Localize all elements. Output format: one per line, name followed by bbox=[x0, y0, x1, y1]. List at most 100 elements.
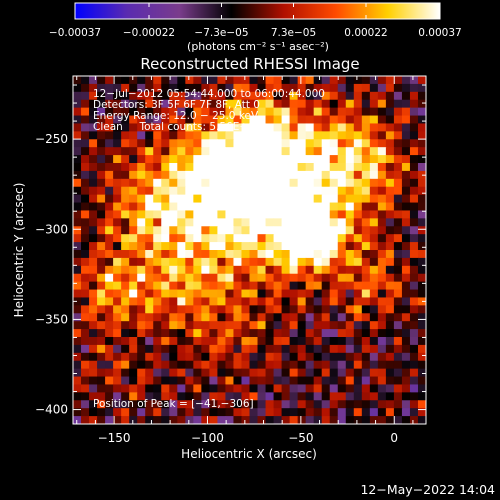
heatmap-cell bbox=[105, 416, 114, 424]
heatmap-cell bbox=[177, 194, 186, 204]
heatmap-cell bbox=[225, 99, 235, 109]
heatmap-cell bbox=[281, 99, 291, 109]
heatmap-cell bbox=[209, 337, 219, 346]
heatmap-cell bbox=[305, 384, 315, 393]
heatmap-cell bbox=[337, 337, 347, 346]
heatmap-cell bbox=[201, 384, 210, 393]
heatmap-cell bbox=[321, 250, 331, 259]
heatmap-cell bbox=[89, 250, 98, 259]
heatmap-cell bbox=[193, 107, 202, 117]
heatmap-cell bbox=[313, 313, 323, 322]
heatmap-cell bbox=[209, 99, 219, 109]
heatmap-cell bbox=[281, 376, 291, 386]
heatmap-cell bbox=[81, 99, 90, 109]
heatmap-cell bbox=[193, 321, 202, 330]
heatmap-cell bbox=[393, 321, 403, 330]
heatmap-cell bbox=[201, 139, 210, 148]
heatmap-cell bbox=[297, 344, 307, 354]
heatmap-cell bbox=[129, 297, 138, 306]
heatmap-cell bbox=[185, 400, 194, 409]
heatmap-cell bbox=[89, 83, 98, 93]
heatmap-cell bbox=[113, 131, 122, 140]
heatmap-cell bbox=[377, 257, 387, 267]
heatmap-cell bbox=[153, 368, 162, 378]
heatmap-cell bbox=[265, 289, 275, 299]
heatmap-cell bbox=[209, 281, 219, 291]
heatmap-cell bbox=[313, 194, 323, 204]
heatmap-cell bbox=[145, 123, 154, 132]
heatmap-cell bbox=[145, 139, 154, 148]
heatmap-cell bbox=[169, 360, 178, 370]
heatmap-cell bbox=[233, 186, 243, 196]
heatmap-cell bbox=[145, 91, 154, 101]
heatmap-cell bbox=[345, 155, 355, 164]
heatmap-cell bbox=[217, 376, 227, 386]
heatmap-cell bbox=[401, 305, 411, 314]
heatmap-cell bbox=[121, 408, 130, 417]
heatmap-cell bbox=[121, 416, 130, 424]
heatmap-cell bbox=[289, 337, 299, 346]
heatmap-cell bbox=[137, 83, 146, 93]
heatmap-cell bbox=[345, 131, 355, 140]
heatmap-cell bbox=[265, 139, 275, 148]
heatmap-cell bbox=[193, 155, 202, 164]
heatmap-cell bbox=[353, 226, 363, 235]
heatmap-cell bbox=[329, 321, 339, 330]
heatmap-cell bbox=[169, 329, 178, 338]
heatmap-cell bbox=[393, 218, 403, 227]
heatmap-cell bbox=[241, 305, 251, 314]
heatmap-cell bbox=[305, 305, 315, 314]
heatmap-cell bbox=[393, 131, 403, 140]
heatmap-cell bbox=[297, 416, 307, 424]
heatmap-cell bbox=[73, 242, 82, 251]
heatmap-cell bbox=[297, 234, 307, 243]
heatmap-cell bbox=[257, 265, 267, 275]
heatmap-cell bbox=[337, 115, 347, 125]
heatmap-cell bbox=[185, 202, 194, 212]
heatmap-cell bbox=[401, 344, 411, 354]
heatmap-cell bbox=[329, 91, 339, 101]
heatmap-cell bbox=[169, 202, 178, 212]
heatmap-cell bbox=[385, 313, 395, 322]
heatmap-cell bbox=[337, 297, 347, 306]
heatmap-cell bbox=[297, 107, 307, 117]
heatmap-cell bbox=[329, 202, 339, 212]
heatmap-cell bbox=[185, 107, 194, 117]
heatmap-cell bbox=[297, 194, 307, 204]
heatmap-cell bbox=[273, 210, 283, 219]
heatmap-cell bbox=[185, 155, 194, 164]
heatmap-cell bbox=[393, 329, 403, 338]
heatmap-cell bbox=[241, 329, 251, 338]
heatmap-cell bbox=[73, 408, 82, 417]
heatmap-cell bbox=[129, 234, 138, 243]
heatmap-cell bbox=[329, 76, 339, 85]
heatmap-cell bbox=[305, 360, 315, 370]
heatmap-cell bbox=[377, 123, 387, 132]
heatmap-cell bbox=[233, 384, 243, 393]
heatmap-cell bbox=[265, 408, 275, 417]
heatmap-cell bbox=[273, 337, 283, 346]
heatmap-cell bbox=[177, 155, 186, 164]
heatmap-cell bbox=[209, 194, 219, 204]
heatmap-cell bbox=[329, 313, 339, 322]
heatmap-cell bbox=[361, 344, 371, 354]
heatmap-cell bbox=[89, 289, 98, 299]
heatmap-cell bbox=[417, 344, 426, 354]
heatmap-cell bbox=[417, 202, 426, 212]
heatmap-cell bbox=[345, 107, 355, 117]
heatmap-cell bbox=[89, 107, 98, 117]
heatmap-cell bbox=[105, 368, 114, 378]
heatmap-cell bbox=[233, 321, 243, 330]
heatmap-cell bbox=[393, 265, 403, 275]
heatmap-cell bbox=[401, 408, 411, 417]
heatmap-cell bbox=[81, 91, 90, 101]
heatmap-cell bbox=[105, 226, 114, 235]
heatmap-cell bbox=[217, 408, 227, 417]
heatmap-cell bbox=[337, 352, 347, 362]
heatmap-cell bbox=[105, 289, 114, 299]
heatmap-cell bbox=[169, 107, 178, 117]
heatmap-cell bbox=[353, 139, 363, 148]
heatmap-cell bbox=[361, 186, 371, 196]
heatmap-cell bbox=[113, 186, 122, 196]
chart-title: Reconstructed RHESSI Image bbox=[140, 55, 359, 73]
